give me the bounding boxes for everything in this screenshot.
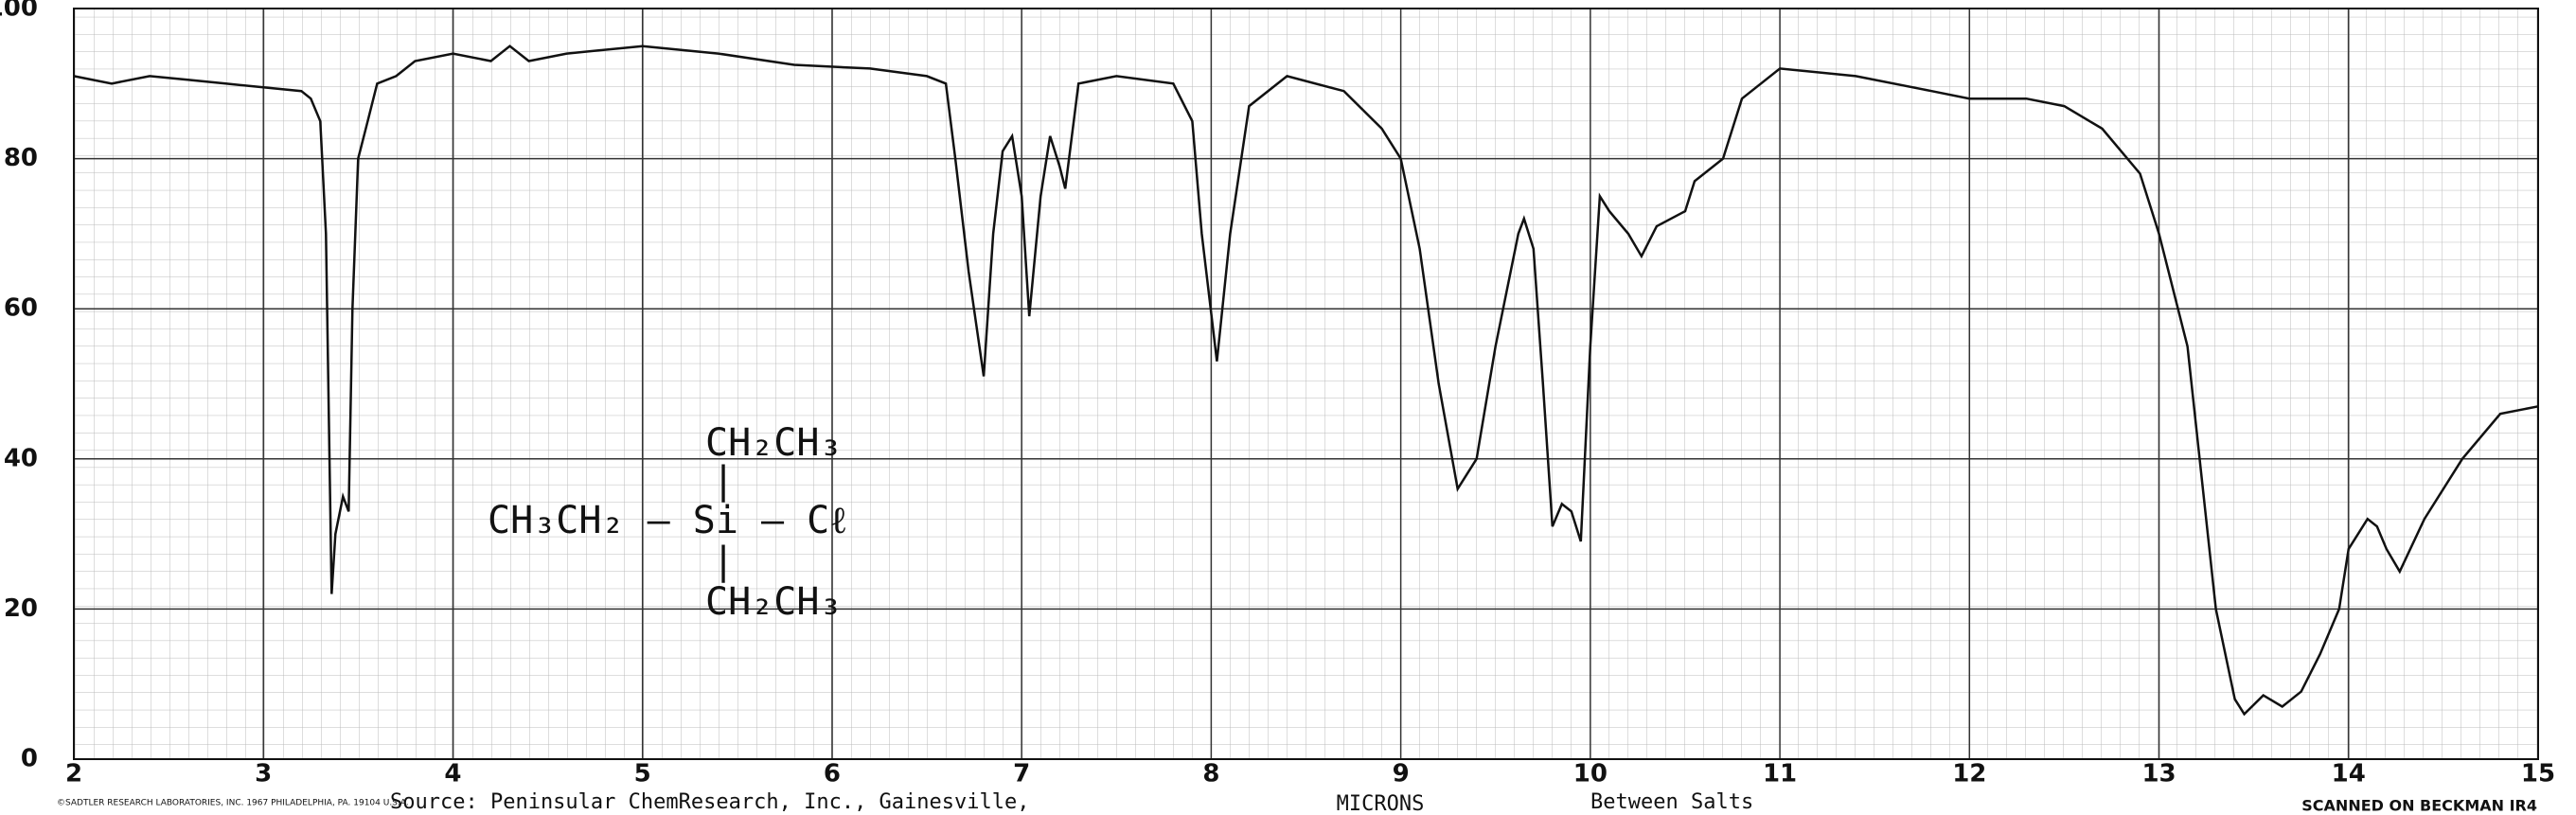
y-tick-label: 60 [4, 294, 38, 323]
x-tick-label: 6 [824, 760, 841, 788]
spectrum-line [73, 44, 2539, 717]
x-tick-label: 14 [2332, 760, 2366, 788]
plot-frame [73, 8, 2539, 760]
x-tick-label: 15 [2521, 760, 2555, 788]
x-tick-label: 3 [255, 760, 272, 788]
x-tick-label: 10 [1573, 760, 1608, 788]
y-tick-label: 100 [0, 0, 38, 23]
y-tick-label: 20 [4, 594, 38, 623]
y-tick-label: 40 [4, 444, 38, 472]
source: Source: Peninsular ChemResearch, Inc., G… [390, 790, 1030, 814]
structure-text: CH₂CH₃ [705, 580, 843, 624]
instrument: SCANNED ON BECKMAN IR4 [2301, 797, 2537, 815]
x-tick-label: 4 [444, 760, 461, 788]
structure-text: | [712, 540, 735, 583]
structure-text: CH₂CH₃ [705, 421, 843, 465]
x-tick-label: 13 [2141, 760, 2176, 788]
minor-grid [74, 9, 2538, 759]
y-tick-label: 0 [21, 745, 38, 773]
x-tick-label: 7 [1013, 760, 1030, 788]
sample: Between Salts [1590, 790, 1753, 814]
structure-text: CH₃CH₂ — Si — Cℓ [488, 499, 847, 542]
x-tick-label: 2 [65, 760, 82, 788]
x-tick-label: 11 [1763, 760, 1797, 788]
x-tick-label: 12 [1952, 760, 1986, 788]
structure-text: | [712, 459, 735, 503]
x-tick-label: 9 [1393, 760, 1410, 788]
x-tick-label: 5 [634, 760, 651, 788]
x-tick-label: 8 [1202, 760, 1219, 788]
x-axis-label: MICRONS [1337, 792, 1425, 815]
y-tick-label: 80 [4, 144, 38, 172]
copyright: ©SADTLER RESEARCH LABORATORIES, INC. 196… [57, 799, 409, 808]
